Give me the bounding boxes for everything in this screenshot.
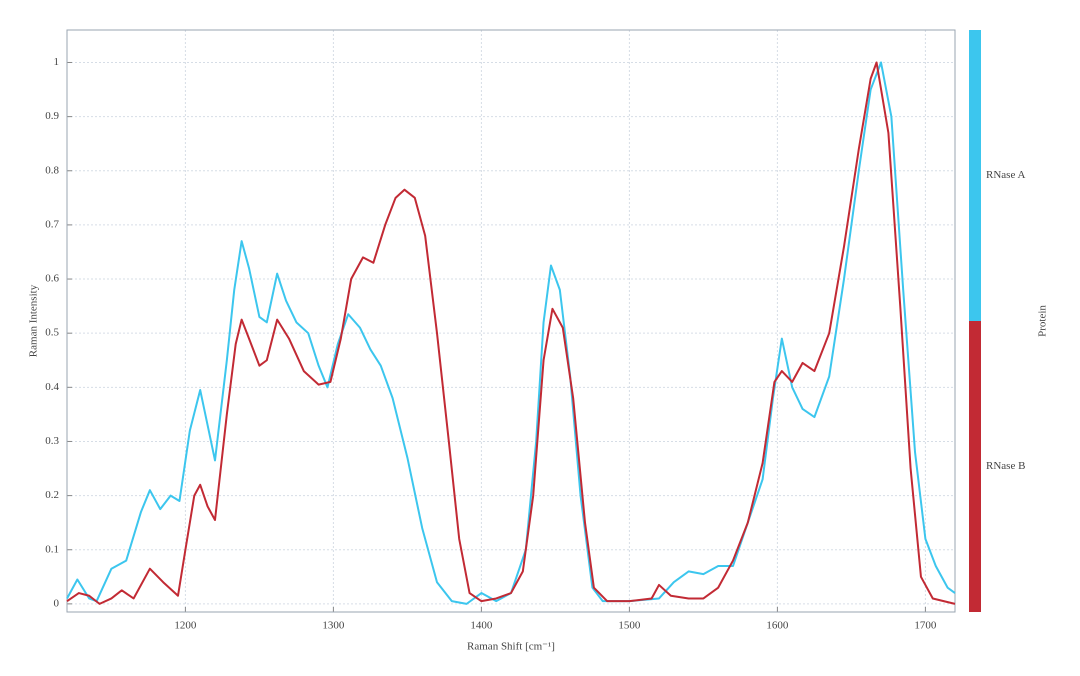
x-tick-label: 1300 <box>322 620 345 632</box>
y-tick-label: 0.8 <box>45 164 59 176</box>
x-tick-label: 1600 <box>766 620 789 632</box>
y-tick-label: 0.2 <box>45 489 59 501</box>
legend-label: RNase A <box>986 169 1025 181</box>
x-tick-label: 1700 <box>914 620 937 632</box>
y-tick-label: 1 <box>54 56 60 68</box>
x-tick-label: 1500 <box>618 620 641 632</box>
y-tick-label: 0.7 <box>45 218 59 230</box>
y-tick-label: 0.4 <box>45 381 59 393</box>
y-tick-label: 0.5 <box>45 327 59 339</box>
y-axis-label: Raman Intensity <box>28 284 40 357</box>
plot-frame <box>66 29 956 613</box>
y-tick-label: 0 <box>54 597 60 609</box>
y-tick-label: 0.3 <box>45 435 59 447</box>
x-tick-label: 1400 <box>470 620 493 632</box>
plot-area <box>67 30 955 612</box>
legend-swatch <box>969 30 981 321</box>
data-line <box>66 61 956 605</box>
y-tick-label: 0.6 <box>45 273 59 285</box>
legend-title: Protein <box>1037 305 1049 337</box>
data-line <box>66 61 956 605</box>
legend-swatch <box>969 321 981 612</box>
y-tick-label: 0.9 <box>45 110 59 122</box>
y-tick-label: 0.1 <box>45 543 59 555</box>
x-tick-label: 1200 <box>174 620 197 632</box>
x-axis-label: Raman Shift [cm⁻¹] <box>467 641 555 653</box>
legend-label: RNase B <box>986 460 1025 472</box>
